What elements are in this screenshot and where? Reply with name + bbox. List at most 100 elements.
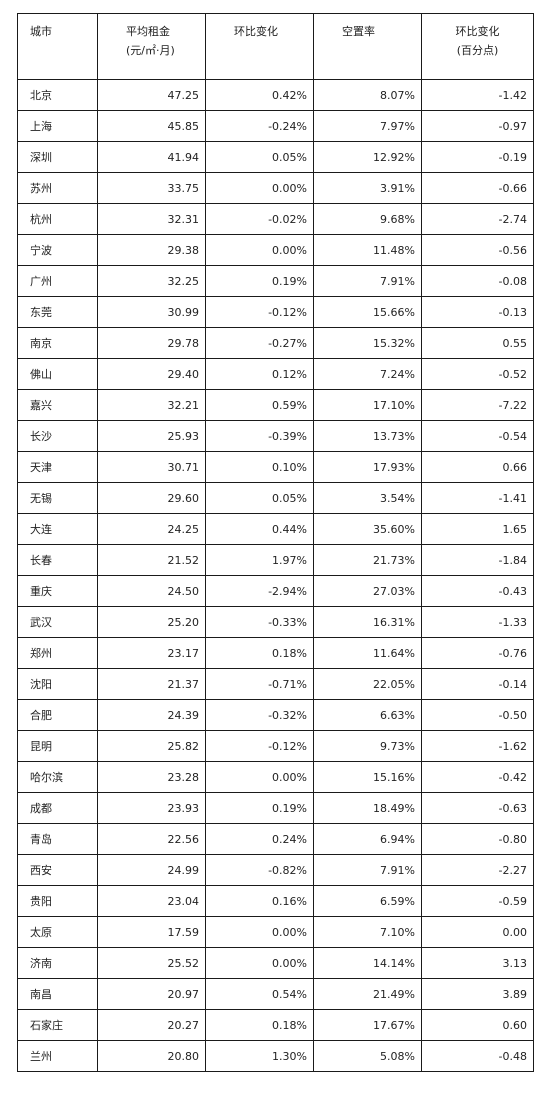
cell-rent-change: 0.24%	[206, 824, 314, 855]
cell-vacancy-change: 0.55	[422, 328, 534, 359]
cell-rent: 17.59	[98, 917, 206, 948]
cell-rent-change: 0.44%	[206, 514, 314, 545]
cell-rent: 25.20	[98, 607, 206, 638]
cell-vacancy: 6.59%	[314, 886, 422, 917]
table-row: 无锡 29.60 0.05% 3.54% -1.41	[18, 483, 534, 514]
cell-city: 南京	[18, 328, 98, 359]
cell-vacancy-change: -0.42	[422, 762, 534, 793]
cell-vacancy-change: -0.56	[422, 235, 534, 266]
cell-rent-change: 0.54%	[206, 979, 314, 1010]
cell-rent-change: 1.97%	[206, 545, 314, 576]
cell-vacancy-change: -0.48	[422, 1041, 534, 1072]
table-row: 哈尔滨 23.28 0.00% 15.16% -0.42	[18, 762, 534, 793]
cell-vacancy: 21.49%	[314, 979, 422, 1010]
table-row: 西安 24.99 -0.82% 7.91% -2.27	[18, 855, 534, 886]
cell-rent: 23.04	[98, 886, 206, 917]
cell-rent: 22.56	[98, 824, 206, 855]
cell-rent: 20.97	[98, 979, 206, 1010]
cell-rent: 32.21	[98, 390, 206, 421]
cell-city: 南昌	[18, 979, 98, 1010]
table-row: 昆明 25.82 -0.12% 9.73% -1.62	[18, 731, 534, 762]
cell-city: 石家庄	[18, 1010, 98, 1041]
table-row: 长沙 25.93 -0.39% 13.73% -0.54	[18, 421, 534, 452]
cell-rent: 24.99	[98, 855, 206, 886]
cell-city: 东莞	[18, 297, 98, 328]
cell-rent-change: 1.30%	[206, 1041, 314, 1072]
cell-rent-change: 0.00%	[206, 235, 314, 266]
cell-rent: 21.52	[98, 545, 206, 576]
table-row: 杭州 32.31 -0.02% 9.68% -2.74	[18, 204, 534, 235]
cell-vacancy: 7.24%	[314, 359, 422, 390]
cell-city: 兰州	[18, 1041, 98, 1072]
cell-vacancy: 12.92%	[314, 142, 422, 173]
cell-vacancy-change: -2.27	[422, 855, 534, 886]
cell-rent: 32.25	[98, 266, 206, 297]
cell-rent-change: 0.00%	[206, 917, 314, 948]
cell-rent-change: 0.00%	[206, 762, 314, 793]
cell-rent-change: 0.19%	[206, 793, 314, 824]
cell-vacancy-change: -0.63	[422, 793, 534, 824]
cell-vacancy-change: 3.89	[422, 979, 534, 1010]
cell-rent: 25.82	[98, 731, 206, 762]
table-row: 青岛 22.56 0.24% 6.94% -0.80	[18, 824, 534, 855]
cell-vacancy: 18.49%	[314, 793, 422, 824]
cell-city: 天津	[18, 452, 98, 483]
cell-rent: 29.38	[98, 235, 206, 266]
cell-city: 昆明	[18, 731, 98, 762]
table-row: 武汉 25.20 -0.33% 16.31% -1.33	[18, 607, 534, 638]
cell-vacancy-change: -2.74	[422, 204, 534, 235]
cell-city: 苏州	[18, 173, 98, 204]
table-row: 郑州 23.17 0.18% 11.64% -0.76	[18, 638, 534, 669]
cell-rent-change: -0.82%	[206, 855, 314, 886]
cell-city: 长沙	[18, 421, 98, 452]
cell-vacancy-change: -1.62	[422, 731, 534, 762]
cell-vacancy-change: -0.97	[422, 111, 534, 142]
cell-city: 北京	[18, 80, 98, 111]
header-rent-title: 平均租金	[126, 24, 199, 39]
cell-vacancy-change: -7.22	[422, 390, 534, 421]
cell-vacancy: 15.16%	[314, 762, 422, 793]
header-rent-unit: (元/㎡·月)	[126, 43, 199, 58]
cell-vacancy: 11.64%	[314, 638, 422, 669]
cell-rent-change: 0.12%	[206, 359, 314, 390]
cell-rent-change: 0.00%	[206, 948, 314, 979]
cell-rent: 23.28	[98, 762, 206, 793]
cell-rent-change: -0.39%	[206, 421, 314, 452]
cell-rent-change: -0.33%	[206, 607, 314, 638]
cell-rent-change: 0.10%	[206, 452, 314, 483]
cell-rent: 24.50	[98, 576, 206, 607]
table-row: 沈阳 21.37 -0.71% 22.05% -0.14	[18, 669, 534, 700]
cell-vacancy-change: -1.42	[422, 80, 534, 111]
cell-vacancy-change: -0.54	[422, 421, 534, 452]
cell-city: 杭州	[18, 204, 98, 235]
cell-city: 沈阳	[18, 669, 98, 700]
table-row: 成都 23.93 0.19% 18.49% -0.63	[18, 793, 534, 824]
table-row: 石家庄 20.27 0.18% 17.67% 0.60	[18, 1010, 534, 1041]
cell-vacancy-change: -1.84	[422, 545, 534, 576]
cell-vacancy-change: 0.60	[422, 1010, 534, 1041]
cell-rent-change: -0.71%	[206, 669, 314, 700]
cell-rent: 23.17	[98, 638, 206, 669]
table-row: 北京 47.25 0.42% 8.07% -1.42	[18, 80, 534, 111]
rent-table: 城市 平均租金 (元/㎡·月) 环比变化 空置率 环比变化 (百分点) 北京 47…	[17, 13, 534, 1072]
cell-vacancy-change: -0.76	[422, 638, 534, 669]
cell-rent: 30.99	[98, 297, 206, 328]
cell-vacancy-change: -0.66	[422, 173, 534, 204]
cell-vacancy-change: -0.50	[422, 700, 534, 731]
cell-vacancy: 15.66%	[314, 297, 422, 328]
cell-rent: 45.85	[98, 111, 206, 142]
cell-city: 合肥	[18, 700, 98, 731]
table-row: 苏州 33.75 0.00% 3.91% -0.66	[18, 173, 534, 204]
cell-rent: 29.40	[98, 359, 206, 390]
cell-rent-change: -0.27%	[206, 328, 314, 359]
cell-vacancy-change: -0.08	[422, 266, 534, 297]
cell-rent-change: 0.59%	[206, 390, 314, 421]
table-row: 天津 30.71 0.10% 17.93% 0.66	[18, 452, 534, 483]
table-row: 兰州 20.80 1.30% 5.08% -0.48	[18, 1041, 534, 1072]
table-row: 深圳 41.94 0.05% 12.92% -0.19	[18, 142, 534, 173]
cell-rent: 21.37	[98, 669, 206, 700]
cell-vacancy: 9.68%	[314, 204, 422, 235]
table-row: 南京 29.78 -0.27% 15.32% 0.55	[18, 328, 534, 359]
cell-rent: 33.75	[98, 173, 206, 204]
